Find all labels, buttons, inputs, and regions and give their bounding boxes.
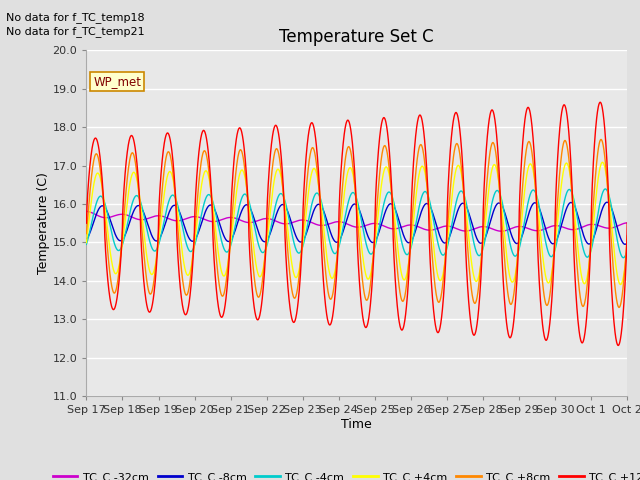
Text: No data for f_TC_temp21: No data for f_TC_temp21 (6, 26, 145, 37)
Y-axis label: Temperature (C): Temperature (C) (37, 172, 50, 274)
X-axis label: Time: Time (341, 418, 372, 431)
Text: WP_met: WP_met (93, 75, 141, 88)
Title: Temperature Set C: Temperature Set C (280, 28, 434, 46)
Text: No data for f_TC_temp18: No data for f_TC_temp18 (6, 12, 145, 23)
Legend: TC_C -32cm, TC_C -8cm, TC_C -4cm, TC_C +4cm, TC_C +8cm, TC_C +12cm: TC_C -32cm, TC_C -8cm, TC_C -4cm, TC_C +… (49, 467, 640, 480)
